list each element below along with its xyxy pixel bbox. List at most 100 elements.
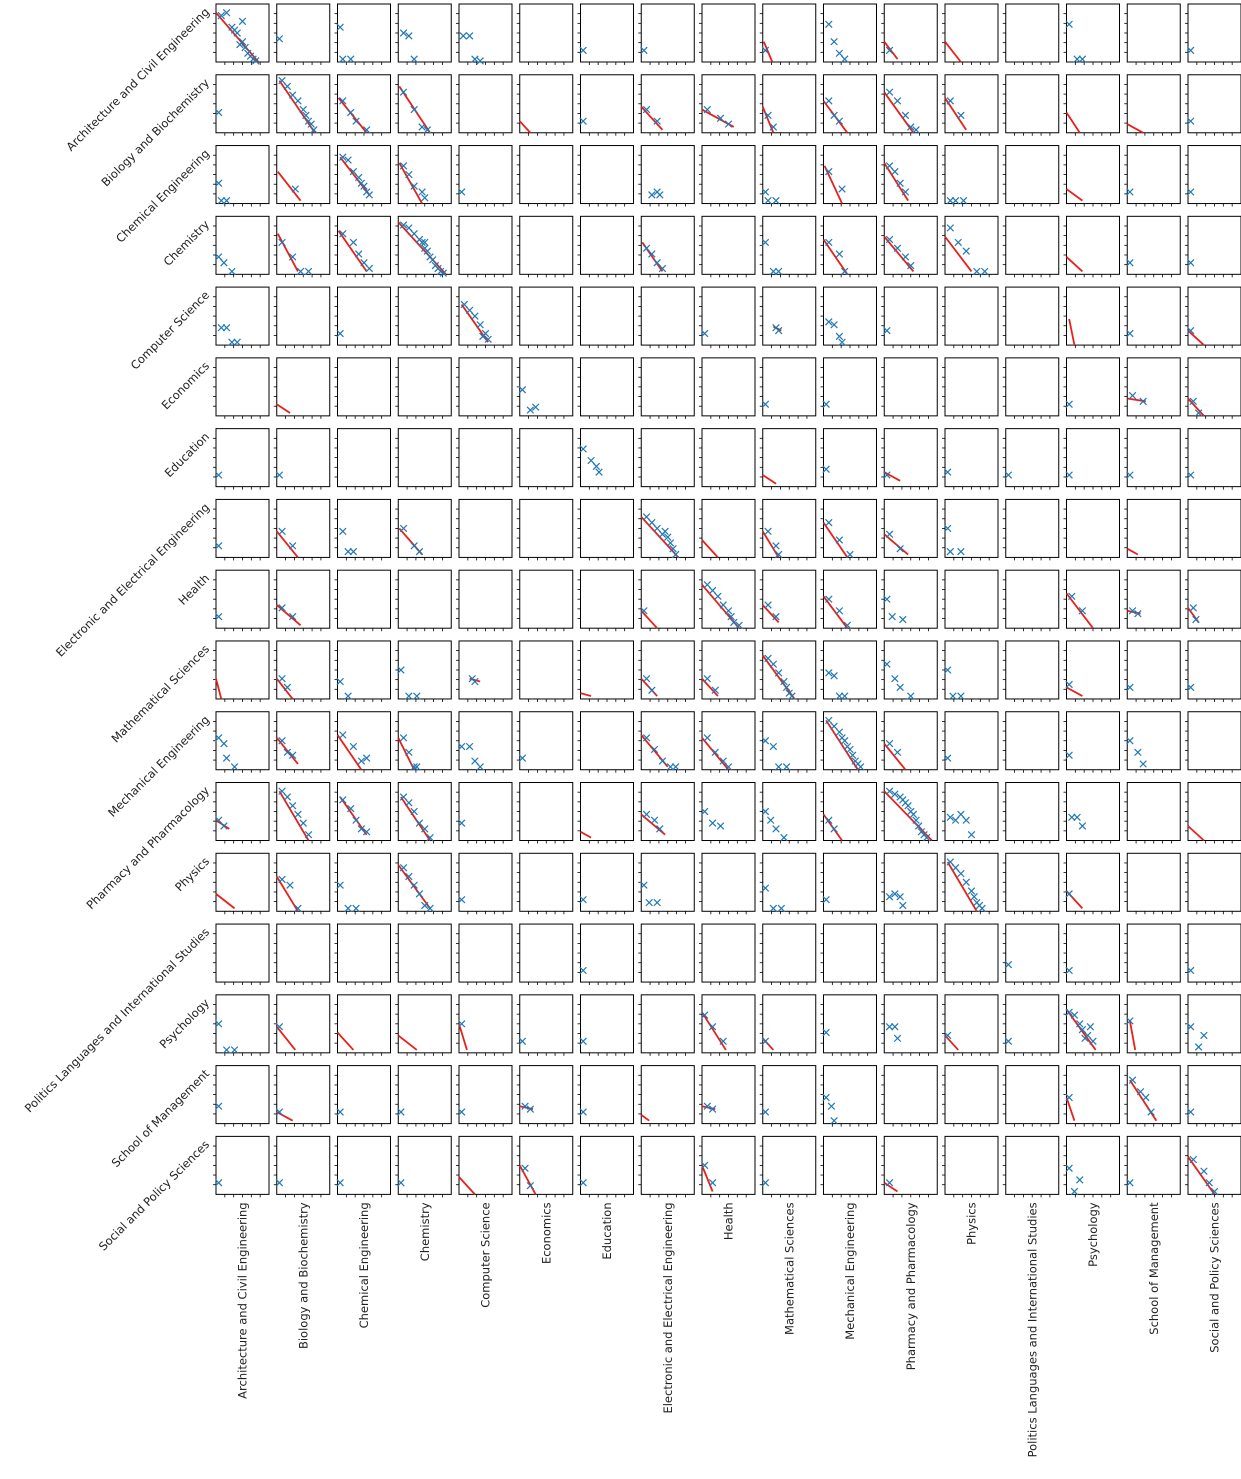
panel-10-8: [699, 711, 756, 773]
point-13-6-0: [579, 966, 587, 975]
panel-4-8: [699, 286, 756, 349]
point-10-11-1: [893, 748, 902, 757]
panel-4-10: [820, 286, 877, 349]
panel-frame: [944, 286, 999, 346]
point-14-8-0: [700, 1011, 709, 1019]
point-3-7-1: [648, 250, 656, 258]
panel-1-12: [942, 74, 999, 136]
point-10-4-3: [476, 763, 484, 771]
panel-13-16: [1185, 923, 1241, 986]
panel-11-8: [699, 782, 756, 844]
panel-frame: [762, 994, 817, 1054]
fit-line-14-3: [397, 1034, 418, 1051]
point-7-7-6: [669, 544, 677, 553]
point-10-15-0: [1126, 737, 1134, 745]
fit-line-3-10: [822, 239, 849, 275]
point-14-14-2: [1076, 1020, 1084, 1028]
point-10-0-3: [230, 763, 239, 771]
panel-frame: [458, 711, 513, 771]
point-0-3-0: [399, 29, 408, 37]
panel-frame: [1066, 852, 1120, 912]
point-12-9-1: [769, 904, 778, 913]
point-1-3-3: [423, 126, 432, 134]
panel-frame: [944, 923, 999, 983]
panel-7-2: [334, 498, 391, 561]
panel-8-5: [516, 569, 574, 632]
panel-10-9: [759, 711, 817, 773]
panel-3-4: [456, 215, 513, 278]
fit-line-8-10: [822, 595, 849, 629]
point-10-1-1: [283, 748, 292, 757]
point-8-8-6: [730, 618, 738, 627]
panel-13-11: [881, 923, 938, 986]
panel-frame: [762, 852, 817, 912]
point-10-12-0: [943, 754, 952, 762]
panel-frame: [215, 498, 270, 558]
panel-frame: [1066, 1065, 1120, 1125]
panel-4-15: [1124, 286, 1181, 349]
point-11-1-1: [283, 793, 292, 801]
point-8-11-2: [899, 615, 907, 624]
point-15-10-2: [830, 1116, 838, 1125]
point-9-12-0: [943, 666, 952, 674]
point-12-3-0: [399, 864, 408, 872]
point-3-16-0: [1186, 258, 1195, 267]
point-7-12-2: [957, 547, 965, 556]
point-10-8-1: [711, 748, 719, 757]
panel-frame: [762, 923, 817, 983]
panel-14-7: [638, 994, 695, 1056]
point-4-0-2: [228, 338, 236, 346]
point-4-9-1: [774, 326, 783, 335]
point-9-3-1: [405, 692, 413, 700]
panel-14-1: [273, 994, 331, 1056]
point-11-0-1: [220, 822, 228, 830]
point-6-0-0: [214, 471, 223, 479]
panel-5-1: [273, 357, 331, 419]
point-10-10-6: [846, 745, 854, 754]
point-6-6-3: [595, 468, 603, 476]
panel-8-7: [638, 569, 695, 632]
point-12-1-1: [286, 881, 294, 889]
fit-line-9-9: [762, 654, 796, 700]
panel-2-1: [273, 145, 331, 207]
panel-1-11: [881, 74, 938, 136]
point-11-3-0: [399, 793, 408, 801]
panel-frame: [1005, 74, 1060, 134]
panel-frame: [701, 145, 756, 205]
fit-line-2-10: [823, 165, 843, 204]
fit-line-3-1: [277, 233, 299, 272]
point-9-9-6: [788, 692, 796, 700]
point-11-2-4: [362, 828, 371, 836]
point-8-8-3: [719, 601, 727, 609]
panel-5-5: [516, 357, 574, 419]
point-7-7-7: [671, 550, 680, 559]
point-14-0-0: [214, 1020, 223, 1028]
row-label: Computer Science: [128, 288, 212, 372]
panel-5-7: [638, 357, 695, 419]
point-2-2-0: [339, 153, 347, 161]
point-8-8-0: [703, 580, 712, 589]
point-16-14-1: [1070, 1187, 1079, 1196]
fit-line-12-3: [397, 864, 431, 909]
panel-10-6: [577, 711, 634, 773]
point-9-11-2: [896, 683, 904, 692]
panel-frame: [1066, 923, 1120, 983]
point-9-1-0: [278, 674, 286, 683]
panel-frame: [1005, 640, 1060, 700]
panel-6-1: [273, 428, 331, 490]
point-7-12-0: [943, 524, 952, 533]
point-7-0-0: [214, 542, 223, 550]
point-9-14-0: [1065, 680, 1073, 689]
panel-frame: [883, 1065, 938, 1125]
point-11-7-0: [642, 810, 651, 819]
point-14-16-1: [1194, 1043, 1203, 1051]
point-3-15-0: [1126, 258, 1134, 267]
panel-frame: [519, 286, 574, 346]
panel-frame: [215, 640, 270, 700]
point-12-3-5: [426, 904, 434, 913]
point-14-6-0: [579, 1037, 587, 1045]
point-3-10-1: [835, 250, 844, 258]
panel-frame: [215, 782, 270, 842]
point-11-11-7: [909, 810, 918, 819]
point-1-1-2: [288, 91, 297, 99]
